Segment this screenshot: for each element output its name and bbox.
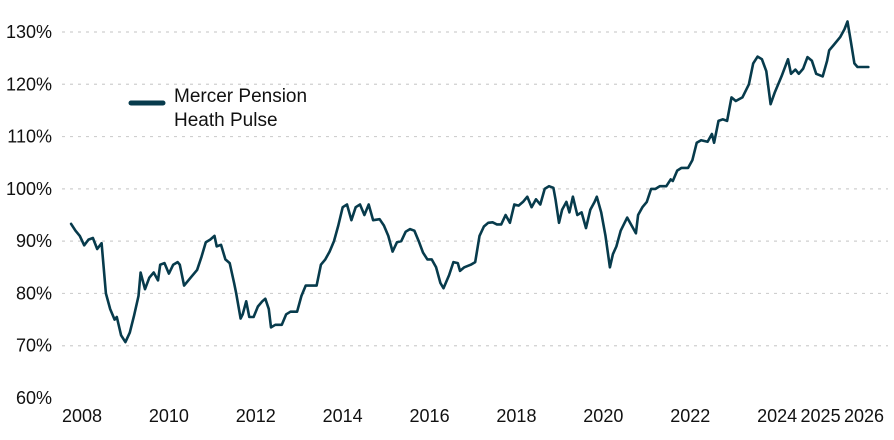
x-tick-label: 2008 [62,406,102,426]
x-tick-label: 2016 [410,406,450,426]
gridlines [62,31,888,347]
y-tick-label: 110% [7,127,52,147]
y-tick-label: 60% [16,388,52,408]
legend-label-line2: Heath Pulse [174,110,278,131]
y-tick-label: 120% [6,74,52,94]
series-line-mercer-pension-heath-pulse [69,20,870,344]
series-group [69,20,870,344]
y-tick-label: 70% [16,336,52,356]
x-tick-label: 2012 [236,406,276,426]
legend: Mercer Pension Heath Pulse [128,86,307,131]
y-tick-label: 130% [6,22,52,42]
legend-label-line1: Mercer Pension [174,86,307,107]
x-tick-label: 2014 [323,406,363,426]
y-tick-label: 100% [6,179,52,199]
y-axis-ticks: 60% 70% 80% 90% 100% 110% 120% 130% [6,22,52,408]
x-axis-ticks: 2008 2010 2012 2014 2016 2018 2020 2022 2024 2025… [62,406,884,426]
x-tick-label: 2018 [496,406,536,426]
x-tick-label: 2025 [801,406,841,426]
y-tick-label: 90% [16,231,52,251]
x-tick-label: 2022 [670,406,710,426]
x-tick-label: 2010 [149,406,189,426]
x-tick-label: 2024 [757,406,797,426]
x-tick-label: 2026 [844,406,884,426]
x-tick-label: 2020 [583,406,623,426]
y-tick-label: 80% [16,283,52,303]
